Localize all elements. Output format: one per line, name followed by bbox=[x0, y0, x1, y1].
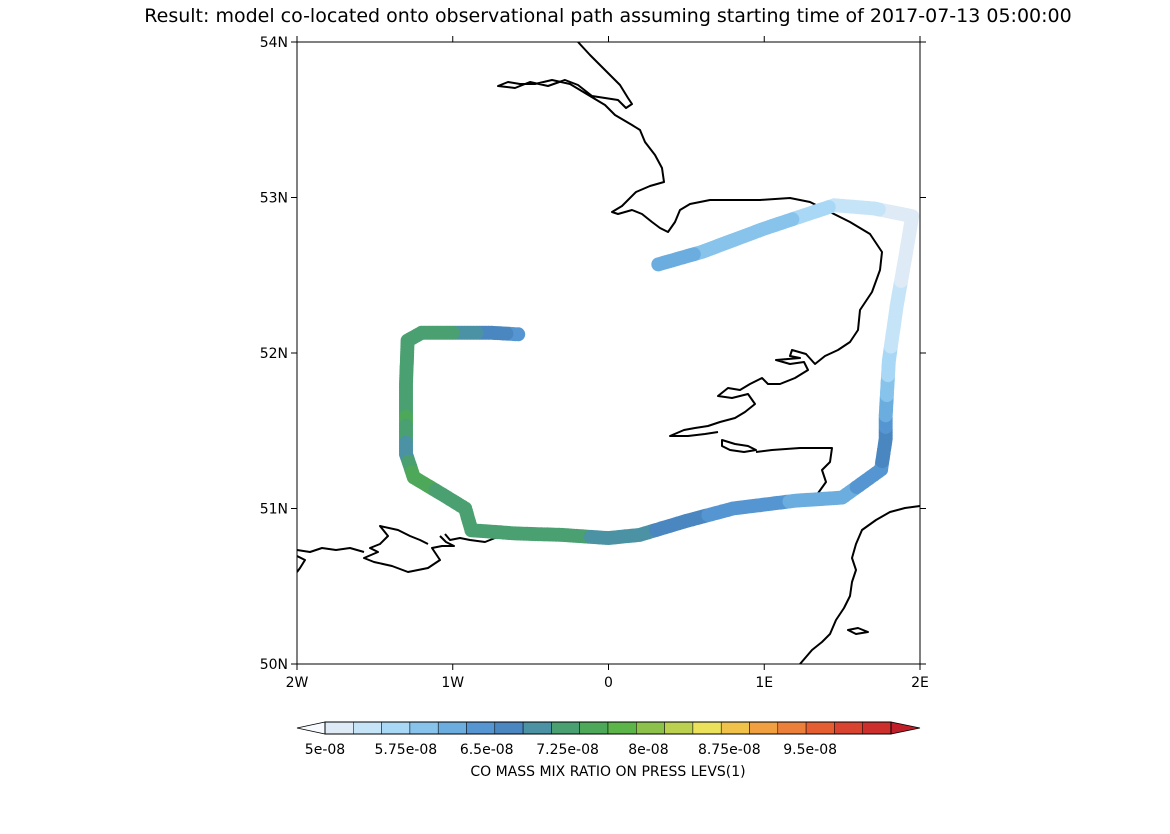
colorbar-swatch bbox=[607, 721, 637, 735]
x-axis: 2W 1W 0 1E 2E bbox=[286, 36, 929, 691]
colorbar-swatch bbox=[664, 721, 694, 735]
colorbar-swatch bbox=[466, 721, 496, 735]
map-area: 2W 1W 0 1E 2E 54N 53N 52N 51N 50N bbox=[260, 35, 929, 691]
colorbar-tick-label: 8e-08 bbox=[628, 742, 668, 758]
colorbar-swatch bbox=[720, 721, 750, 735]
colorbar-swatch bbox=[749, 721, 779, 735]
colorbar-swatches bbox=[296, 721, 921, 735]
colorbar-swatch bbox=[324, 721, 354, 735]
colorbar-swatch bbox=[494, 721, 524, 735]
y-tick-label: 52N bbox=[260, 346, 288, 362]
figure-title: Result: model co-located onto observatio… bbox=[144, 5, 1071, 27]
coastline-isle-of-wight bbox=[363, 525, 455, 573]
colorbar-swatch bbox=[353, 721, 382, 735]
x-tick-label: 2E bbox=[911, 675, 929, 691]
colorbar-swatch bbox=[522, 721, 552, 735]
colorbar-tick-label: 5e-08 bbox=[305, 742, 345, 758]
coastline-france bbox=[799, 505, 920, 664]
y-tick-label: 50N bbox=[260, 657, 288, 673]
colorbar-extend-low bbox=[296, 721, 326, 735]
flight-track bbox=[399, 198, 920, 545]
coastline-dorset bbox=[297, 547, 365, 573]
y-tick-label: 51N bbox=[260, 502, 288, 518]
colorbar-swatch bbox=[777, 721, 807, 735]
colorbar-tick-label: 8.75e-08 bbox=[698, 742, 761, 758]
x-tick-label: 0 bbox=[604, 675, 613, 691]
colorbar-label: CO MASS MIX RATIO ON PRESS LEVS(1) bbox=[470, 764, 745, 780]
colorbar-swatch bbox=[805, 721, 835, 735]
colorbar-swatch bbox=[381, 721, 411, 735]
x-tick-label: 1E bbox=[755, 675, 773, 691]
colorbar: 5e-08 5.75e-08 6.5e-08 7.25e-08 8e-08 8.75e-0… bbox=[296, 721, 921, 780]
y-tick-label: 54N bbox=[260, 35, 288, 51]
map-frame bbox=[296, 41, 921, 665]
colorbar-extend-high bbox=[890, 721, 921, 735]
colorbar-swatch bbox=[636, 721, 665, 735]
colorbar-tick-label: 7.25e-08 bbox=[536, 742, 599, 758]
colorbar-outline bbox=[324, 721, 892, 735]
track-point bbox=[651, 257, 666, 272]
colorbar-swatch bbox=[692, 721, 722, 735]
x-tick-label: 1W bbox=[441, 675, 464, 691]
colorbar-tick-label: 6.5e-08 bbox=[460, 742, 514, 758]
y-tick-label: 53N bbox=[260, 191, 288, 207]
colorbar-swatch bbox=[579, 721, 609, 735]
colorbar-ticks: 5e-08 5.75e-08 6.5e-08 7.25e-08 8e-08 8.75e-0… bbox=[305, 742, 837, 758]
colorbar-swatch bbox=[551, 721, 580, 735]
colorbar-tick-label: 5.75e-08 bbox=[375, 742, 438, 758]
y-axis: 54N 53N 52N 51N 50N bbox=[260, 35, 926, 673]
colorbar-swatch bbox=[437, 721, 467, 735]
colorbar-swatch bbox=[834, 721, 863, 735]
x-tick-label: 2W bbox=[286, 675, 309, 691]
colorbar-swatch bbox=[862, 721, 892, 735]
colorbar-tick-label: 9.5e-08 bbox=[783, 742, 837, 758]
coastline-east-anglia bbox=[497, 42, 883, 437]
colorbar-swatch bbox=[409, 721, 439, 735]
